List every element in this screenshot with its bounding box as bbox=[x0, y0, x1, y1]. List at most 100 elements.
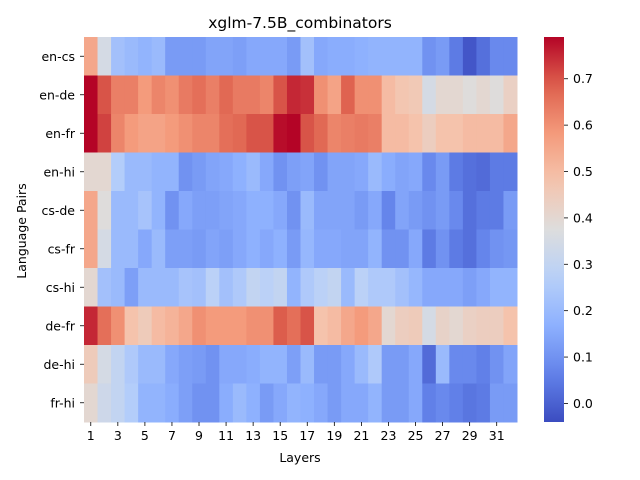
heatmap-cell bbox=[97, 191, 112, 230]
heatmap-cell bbox=[368, 191, 383, 230]
x-tick-label: 5 bbox=[141, 428, 149, 443]
heatmap-cell bbox=[395, 345, 410, 384]
heatmap-cell bbox=[286, 152, 301, 192]
heatmap-cell bbox=[314, 191, 329, 230]
heatmap-cell bbox=[381, 75, 396, 115]
heatmap-cell bbox=[232, 345, 247, 384]
heatmap-cell bbox=[259, 191, 274, 230]
heatmap-cell bbox=[259, 383, 274, 423]
heatmap-cell bbox=[111, 152, 126, 192]
heatmap-cell bbox=[219, 191, 234, 230]
heatmap-cell bbox=[435, 268, 450, 307]
heatmap-cell bbox=[368, 114, 383, 153]
heatmap-cell bbox=[381, 268, 396, 307]
heatmap-cell bbox=[286, 383, 301, 423]
heatmap-cell bbox=[259, 152, 274, 192]
heatmap-cell bbox=[327, 268, 342, 307]
heatmap-cell bbox=[354, 114, 369, 153]
heatmap-cell bbox=[97, 37, 112, 76]
heatmap-cell bbox=[327, 37, 342, 76]
heatmap-cell bbox=[489, 268, 504, 307]
x-tick-label: 19 bbox=[326, 428, 342, 443]
heatmap-cell bbox=[219, 229, 234, 269]
heatmap-cell bbox=[341, 75, 356, 115]
heatmap-cell bbox=[151, 37, 166, 76]
heatmap-cell bbox=[286, 37, 301, 76]
heatmap-cell bbox=[422, 152, 437, 192]
colorbar-tick-label: 0.6 bbox=[573, 118, 593, 133]
heatmap-cell bbox=[111, 268, 126, 307]
heatmap-cell bbox=[124, 37, 139, 76]
heatmap-cell bbox=[368, 306, 383, 346]
heatmap-cell bbox=[354, 306, 369, 346]
heatmap-cell bbox=[368, 229, 383, 269]
x-tick-label: 23 bbox=[381, 428, 397, 443]
heatmap-cell bbox=[503, 383, 518, 423]
heatmap-cell bbox=[178, 383, 193, 423]
heatmap-cell bbox=[165, 345, 180, 384]
heatmap-cell bbox=[84, 152, 99, 192]
heatmap-cell bbox=[138, 229, 153, 269]
heatmap-cell bbox=[503, 229, 518, 269]
heatmap-cell bbox=[503, 75, 518, 115]
heatmap-cell bbox=[97, 306, 112, 346]
heatmap-cell bbox=[435, 37, 450, 76]
heatmap-cell bbox=[462, 268, 477, 307]
heatmap-cell bbox=[124, 191, 139, 230]
heatmap-cell bbox=[97, 383, 112, 423]
heatmap-cell bbox=[395, 383, 410, 423]
heatmap-cell bbox=[503, 345, 518, 384]
heatmap-cell bbox=[422, 268, 437, 307]
colorbar bbox=[544, 37, 564, 422]
heatmap-cell bbox=[462, 114, 477, 153]
heatmap-cell bbox=[151, 191, 166, 230]
heatmap-cell bbox=[151, 383, 166, 423]
heatmap-cell bbox=[273, 345, 288, 384]
heatmap-cell bbox=[111, 75, 126, 115]
heatmap-cell bbox=[503, 37, 518, 76]
heatmap-cell bbox=[395, 114, 410, 153]
heatmap-cell bbox=[232, 229, 247, 269]
heatmap-cell bbox=[435, 114, 450, 153]
heatmap-cell bbox=[259, 75, 274, 115]
heatmap-cell bbox=[84, 383, 99, 423]
heatmap-cell bbox=[314, 152, 329, 192]
heatmap-cell bbox=[246, 268, 261, 307]
heatmap-cell bbox=[381, 306, 396, 346]
heatmap-cell bbox=[341, 191, 356, 230]
heatmap-cell bbox=[286, 345, 301, 384]
heatmap-cell bbox=[422, 191, 437, 230]
colorbar-tick-label: 0.1 bbox=[573, 350, 593, 365]
chart-title: xglm-7.5B_combinators bbox=[208, 14, 392, 33]
heatmap-cell bbox=[232, 306, 247, 346]
heatmap-cell bbox=[368, 75, 383, 115]
heatmap-cell bbox=[341, 268, 356, 307]
heatmap-cell bbox=[124, 345, 139, 384]
heatmap-cell bbox=[151, 114, 166, 153]
heatmap-cell bbox=[192, 152, 207, 192]
heatmap-cell bbox=[219, 345, 234, 384]
colorbar-ticks: 0.0 0.1 0.2 0.3 0.4 0.5 0.6 0.7 bbox=[564, 71, 593, 411]
heatmap-cell bbox=[408, 191, 423, 230]
heatmap-cell bbox=[246, 152, 261, 192]
heatmap-cell bbox=[151, 306, 166, 346]
heatmap-cell bbox=[259, 37, 274, 76]
heatmap-cell bbox=[165, 191, 180, 230]
heatmap-cell bbox=[300, 37, 315, 76]
x-tick-label: 11 bbox=[218, 428, 234, 443]
heatmap-cell bbox=[259, 345, 274, 384]
heatmap-cell bbox=[219, 306, 234, 346]
heatmap-cell bbox=[300, 152, 315, 192]
colorbar-tick-label: 0.5 bbox=[573, 164, 593, 179]
heatmap-cell bbox=[341, 383, 356, 423]
heatmap-cell bbox=[178, 191, 193, 230]
heatmap-cell bbox=[232, 152, 247, 192]
heatmap-cell bbox=[300, 229, 315, 269]
heatmap-cell bbox=[341, 306, 356, 346]
heatmap-cell bbox=[341, 345, 356, 384]
heatmap-cell bbox=[178, 229, 193, 269]
heatmap-cell bbox=[503, 306, 518, 346]
heatmap-cell bbox=[151, 75, 166, 115]
heatmap-cell bbox=[503, 114, 518, 153]
heatmap-cell bbox=[449, 114, 464, 153]
